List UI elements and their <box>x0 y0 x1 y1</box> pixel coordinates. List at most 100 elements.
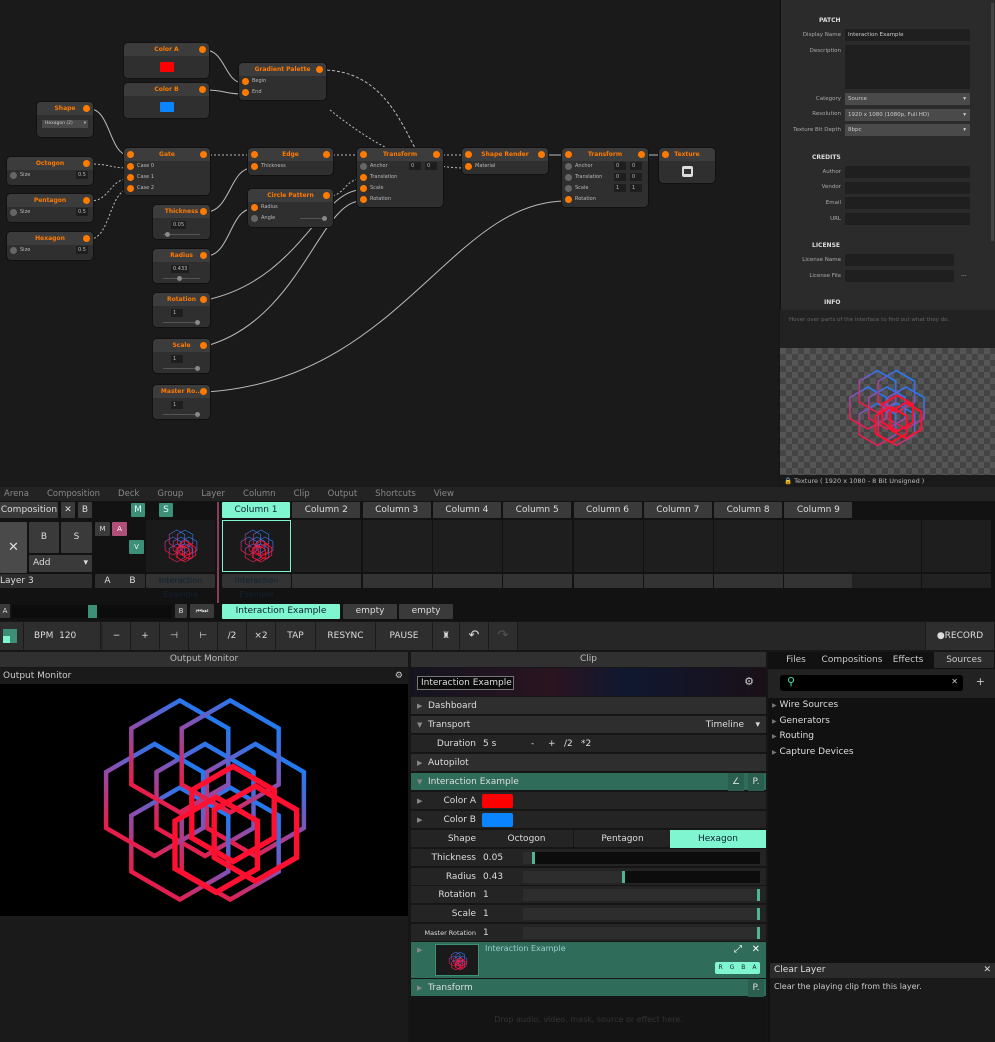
input-port[interactable] <box>565 151 572 158</box>
clip-slot-label[interactable] <box>573 574 643 588</box>
clip-slot-empty[interactable] <box>362 520 432 572</box>
input-port[interactable] <box>662 151 669 158</box>
clip-slot[interactable] <box>146 520 215 572</box>
transform-section[interactable]: ▶ Transform P. <box>411 979 766 997</box>
output-port[interactable] <box>199 86 206 93</box>
dashboard-section[interactable]: ▶ Dashboard <box>411 697 766 715</box>
crossfader-a[interactable]: A <box>0 604 10 618</box>
translation-x-field[interactable]: 0 <box>614 173 626 181</box>
value-field[interactable]: 0.433 <box>171 265 190 273</box>
value-slider[interactable] <box>163 412 200 417</box>
input-port[interactable] <box>251 163 258 170</box>
clip-slot-empty[interactable] <box>922 520 991 572</box>
size-field[interactable]: 0.5 <box>76 246 88 254</box>
slider-handle[interactable] <box>621 870 625 883</box>
output-port[interactable] <box>200 388 207 395</box>
pause-button[interactable]: PAUSE <box>376 622 433 650</box>
column-3-button[interactable]: Column 3 <box>362 502 431 518</box>
clear-layer-button[interactable]: ✕ <box>0 522 27 573</box>
column-2-button[interactable]: Column 2 <box>292 502 361 518</box>
node-radius[interactable]: Radius 0.433 <box>153 249 210 283</box>
input-port[interactable] <box>10 209 17 216</box>
clear-search-icon[interactable]: ✕ <box>951 677 958 686</box>
input-port[interactable] <box>127 185 134 192</box>
node-shape[interactable]: Shape Hexagon (2) ▾ <box>37 102 93 137</box>
node-circle-pattern[interactable]: Circle Pattern Radius Angle <box>248 189 333 227</box>
resync-button[interactable]: RESYNC <box>316 622 376 650</box>
menu-view[interactable]: View <box>433 489 454 499</box>
column-9-button[interactable]: Column 9 <box>784 502 853 518</box>
channel-r[interactable]: R <box>718 964 723 971</box>
slider-knob[interactable] <box>176 276 182 281</box>
value-field[interactable]: 1 <box>171 355 183 363</box>
browse-button[interactable]: ... <box>961 271 967 278</box>
color-swatch[interactable] <box>159 62 174 72</box>
param-value[interactable]: 0.05 <box>483 853 504 863</box>
clip-slot-empty[interactable] <box>503 520 573 572</box>
skip-buttons[interactable]: ⏮⏭ <box>190 604 214 618</box>
output-port[interactable] <box>538 151 545 158</box>
clip-slot-label[interactable] <box>503 574 573 588</box>
value-slider[interactable] <box>163 232 200 237</box>
undo-icon[interactable]: ↶ <box>460 622 489 650</box>
column-6-button[interactable]: Column 6 <box>573 502 642 518</box>
half-bpm-button[interactable]: /2 <box>218 622 247 650</box>
node-octogon[interactable]: Octogon Size 0.5 <box>7 157 93 185</box>
transport-section[interactable]: ▼ Transport Timeline ▾ <box>411 716 766 734</box>
clip-slot-label[interactable] <box>643 574 713 588</box>
input-port[interactable] <box>360 151 367 158</box>
duration-value[interactable]: 5 s <box>483 739 497 749</box>
anchor-y-field[interactable]: 0 <box>425 162 437 170</box>
browser-tab-compositions[interactable]: Compositions <box>821 655 883 665</box>
size-field[interactable]: 0.5 <box>76 171 88 179</box>
param-value[interactable]: 1 <box>483 909 489 920</box>
clip-slot-empty[interactable] <box>852 520 921 572</box>
node-transform-2[interactable]: Transform Anchor 0 0 Translation 0 0 Scale 1 1… <box>562 148 648 207</box>
channel-b[interactable]: B <box>741 964 746 971</box>
input-port[interactable] <box>127 174 134 181</box>
menu-group[interactable]: Group <box>157 489 184 499</box>
add-dropdown[interactable]: Add ▾ <box>29 555 92 572</box>
color-b-swatch[interactable] <box>482 813 513 827</box>
node-gate[interactable]: Gate Case 0 Case 1 Case 2 <box>124 148 210 195</box>
param-value[interactable]: 1 <box>483 890 489 901</box>
duration-half[interactable]: /2 <box>564 739 573 749</box>
input-port[interactable] <box>10 247 17 254</box>
url-field[interactable] <box>845 213 970 225</box>
anchor-x-field[interactable]: 0 <box>614 162 626 170</box>
menu-composition[interactable]: Composition <box>46 489 101 499</box>
slider-knob[interactable] <box>322 216 327 221</box>
menu-shortcuts[interactable]: Shortcuts <box>375 489 416 499</box>
input-port[interactable] <box>565 174 572 181</box>
bitdepth-dropdown[interactable]: 8bpc <box>845 124 970 136</box>
output-port[interactable] <box>200 296 207 303</box>
anchor-x-field[interactable]: 0 <box>409 162 421 170</box>
menu-clip[interactable]: Clip <box>293 489 310 499</box>
slider-knob[interactable] <box>195 366 200 371</box>
slider-handle[interactable] <box>757 908 760 921</box>
description-field[interactable] <box>845 45 970 89</box>
clip-slot-active[interactable] <box>222 520 291 572</box>
node-graph-canvas[interactable]: Color A Color B Gradient Palette Begin E… <box>0 0 779 487</box>
close-icon[interactable]: ✕ <box>751 944 760 955</box>
column-5-button[interactable]: Column 5 <box>503 502 572 518</box>
node-thickness[interactable]: Thickness 0.05 <box>153 205 210 239</box>
resolution-dropdown[interactable]: 1920 x 1080 (1080p, Full HD) <box>845 109 970 121</box>
deck-tab[interactable]: empty <box>399 604 453 619</box>
input-port[interactable] <box>565 163 572 170</box>
close-icon[interactable]: ✕ <box>983 965 991 975</box>
add-icon[interactable]: + <box>975 675 985 688</box>
output-port[interactable] <box>433 151 440 158</box>
metronome-icon[interactable]: ♜ <box>433 622 460 650</box>
slider-handle[interactable] <box>531 852 535 864</box>
browser-item[interactable]: ▶ Generators <box>772 716 830 726</box>
clip-slot-empty[interactable] <box>643 520 713 572</box>
clip-label[interactable]: Interaction Example <box>146 574 215 599</box>
browser-item[interactable]: ▶ Routing <box>772 731 814 741</box>
category-dropdown[interactable]: Source <box>845 93 970 105</box>
deck-tab-active[interactable]: Interaction Example <box>222 604 340 619</box>
input-port[interactable] <box>565 185 572 192</box>
output-port[interactable] <box>323 151 330 158</box>
layer-video-button[interactable]: V <box>129 540 144 554</box>
